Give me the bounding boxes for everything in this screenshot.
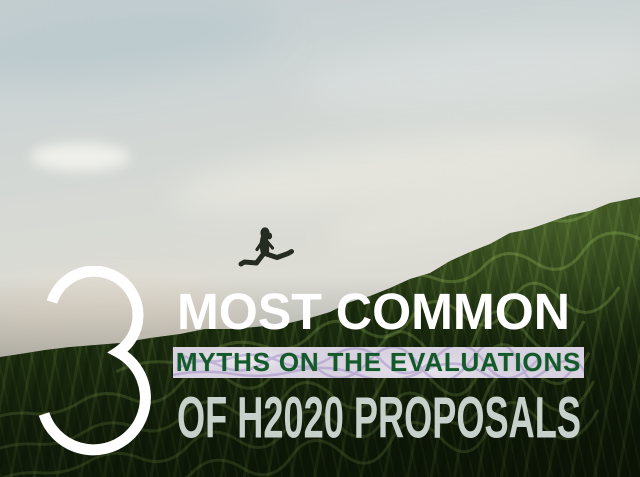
cloud — [0, 0, 283, 96]
person-body — [238, 227, 294, 267]
subtitle: OF H2020 PROPOSALS — [177, 391, 581, 447]
big-number-three: 3 — [32, 266, 151, 456]
highlight-band: MYTHS ON THE EVALUATIONS — [173, 347, 584, 378]
band-text: MYTHS ON THE EVALUATIONS — [175, 347, 582, 377]
cloud — [30, 143, 130, 171]
band-scribble-texture — [173, 347, 584, 378]
headline-text: MOST COMMON — [177, 289, 570, 340]
leaping-person-silhouette-icon — [238, 227, 294, 267]
headline: MOST COMMON — [177, 289, 570, 340]
cloud — [297, 24, 640, 126]
subtitle-text: OF H2020 PROPOSALS — [177, 391, 581, 447]
number-three-glyph — [38, 266, 151, 456]
number-three-value: 3 — [32, 266, 41, 270]
